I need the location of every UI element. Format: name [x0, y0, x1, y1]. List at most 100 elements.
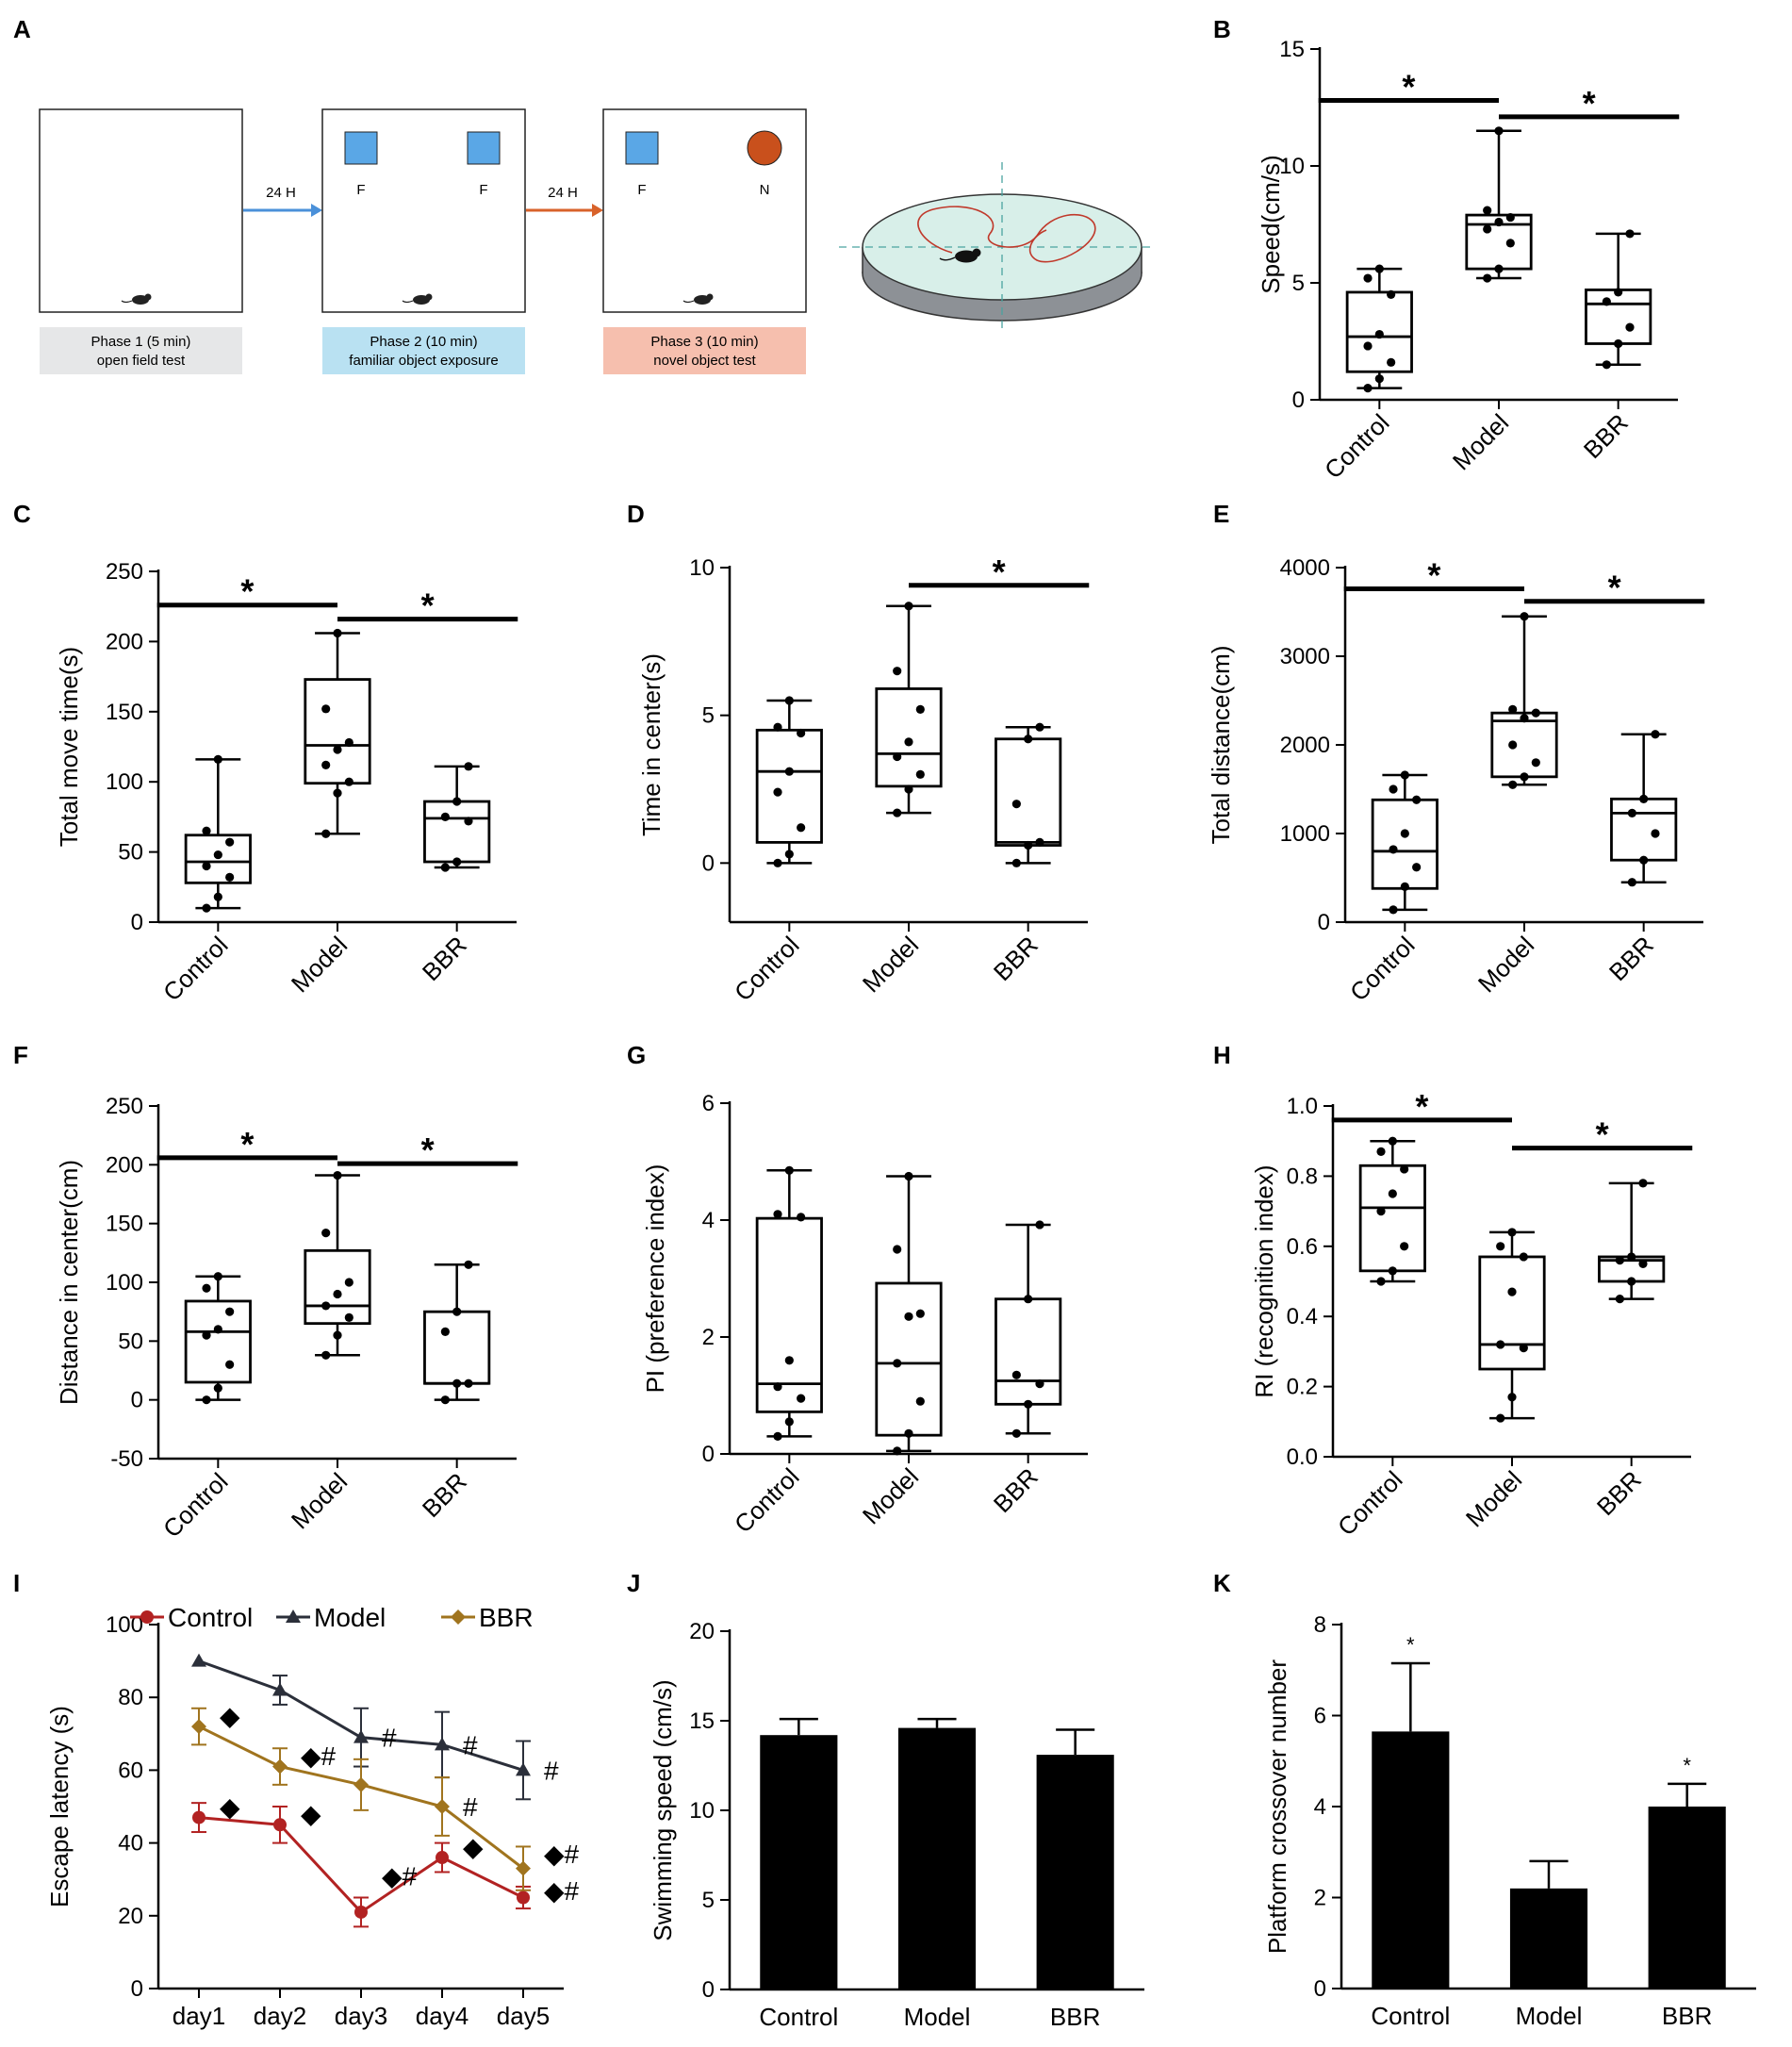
box-group [184, 754, 252, 913]
significance-mark: ◆# [382, 1861, 418, 1890]
data-point [1615, 1256, 1624, 1265]
y-tick-label: 4000 [1280, 555, 1330, 581]
data-point [1531, 708, 1540, 718]
arrow-head [311, 204, 322, 217]
data-point [1389, 845, 1398, 854]
y-tick-label: 20 [118, 1904, 143, 1929]
data-point [915, 1396, 925, 1406]
significance-mark: ◆# [301, 1742, 337, 1771]
series-bbr [191, 1707, 531, 1891]
box-iqr [755, 1216, 823, 1413]
data-point [1651, 730, 1660, 739]
data-point [1625, 322, 1635, 332]
data-point [1496, 1242, 1505, 1251]
panel-label: K [1213, 1569, 1231, 1597]
phase-caption-bg [40, 327, 242, 374]
legend: Control Model BBR [130, 1603, 534, 1632]
data-point [1363, 341, 1373, 351]
data-point [517, 1890, 530, 1905]
familiar-object-square [625, 131, 659, 165]
significance-mark: ◆ [220, 1702, 240, 1731]
object-label: F [479, 182, 487, 198]
data-point [202, 1395, 211, 1405]
panel-label: F [13, 1041, 28, 1069]
data-point [1011, 858, 1021, 867]
box-iqr [1358, 1164, 1426, 1273]
data-point [1625, 229, 1635, 239]
data-point [1639, 794, 1649, 803]
phase-1-arena: Phase 1 (5 min) open field test [39, 108, 243, 374]
data-point [915, 769, 925, 779]
data-point [893, 808, 902, 817]
significance-mark: ◆# [544, 1876, 580, 1906]
data-point [321, 829, 331, 838]
data-point [1638, 1259, 1648, 1268]
data-point [1376, 1277, 1386, 1286]
y-tick-label: 10 [689, 555, 715, 581]
y-tick-label: 60 [118, 1758, 143, 1783]
data-point [1627, 808, 1636, 817]
significance-mark: ◆ [220, 1792, 240, 1822]
data-point [784, 1356, 794, 1365]
data-point [893, 1446, 902, 1456]
data-point [1024, 1399, 1033, 1409]
significance-star: * [993, 553, 1006, 591]
box-iqr [1371, 798, 1439, 890]
swim-path [917, 206, 1096, 263]
box-group [755, 696, 823, 867]
y-tick-label: -50 [110, 1446, 143, 1472]
x-tick-label: BBR [1662, 2002, 1712, 2030]
panel-f: F -50 0 50 100 150 200 250 Distance in center(cm… [13, 1041, 518, 1544]
data-point [202, 903, 211, 913]
significance-mark: ◆# [544, 1840, 580, 1869]
box-iqr [1478, 1255, 1546, 1371]
data-point [1387, 289, 1396, 299]
data-point [1627, 1277, 1636, 1286]
data-point [1520, 612, 1529, 621]
data-point [784, 1165, 794, 1175]
y-axis-title: Speed(cm/s) [1257, 155, 1285, 293]
y-tick-label: 3000 [1280, 644, 1330, 669]
data-point [784, 696, 794, 705]
data-point [1035, 1379, 1044, 1389]
data-point [1505, 239, 1515, 248]
data-point [452, 1307, 462, 1316]
y-tick-label: 0.4 [1287, 1304, 1318, 1329]
box-iqr [423, 800, 491, 864]
data-point [1507, 1287, 1517, 1296]
significance-star: * [1402, 68, 1415, 107]
data-point [202, 861, 211, 871]
mouse-icon [682, 293, 714, 305]
y-axis-title: Escape latency (s) [45, 1706, 74, 1907]
y-tick-label: 5 [702, 1888, 715, 1913]
data-point [904, 1312, 913, 1321]
data-point [464, 1260, 473, 1269]
series-control [191, 1802, 531, 1928]
box-group [423, 1260, 491, 1405]
data-point [1507, 1228, 1517, 1237]
data-point [440, 1395, 450, 1405]
data-point [1363, 273, 1373, 283]
data-point [452, 1378, 462, 1388]
panel-label: G [627, 1041, 646, 1069]
data-point [333, 745, 342, 754]
significance-mark: ◆ [301, 1800, 321, 1829]
arrow-label: 24 H [266, 185, 296, 201]
data-point [1627, 1252, 1636, 1262]
familiar-object-square [467, 131, 501, 165]
y-tick-label: 0.6 [1287, 1234, 1318, 1260]
data-point [202, 1283, 211, 1293]
data-point [213, 1272, 222, 1281]
y-tick-label: 2 [702, 1325, 715, 1350]
data-point [1494, 264, 1504, 273]
arrow-1: 24 H [243, 185, 322, 217]
arrow-head [592, 204, 603, 217]
phase-caption-line2: familiar object exposure [349, 353, 498, 369]
box-group [304, 628, 371, 838]
box-group [995, 722, 1062, 867]
data-point [893, 667, 902, 676]
data-point [344, 1312, 353, 1322]
data-point [1602, 360, 1611, 370]
data-point [321, 1229, 331, 1238]
box-group [1478, 1228, 1546, 1423]
